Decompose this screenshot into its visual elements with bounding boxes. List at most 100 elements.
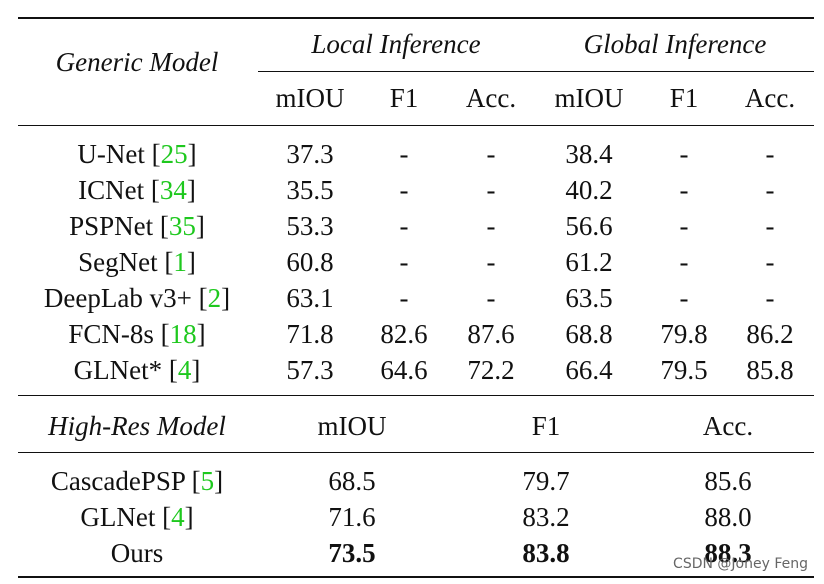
bottom-rule <box>18 576 814 578</box>
citation-link[interactable]: 4 <box>171 502 185 532</box>
model-name-cell: FCN-8s [18] <box>68 318 205 350</box>
citation-close-bracket: ] <box>184 502 194 532</box>
citation-link[interactable]: 4 <box>177 355 192 385</box>
value-cell: - <box>679 211 689 241</box>
model-name-cell: GLNet* [4] <box>74 354 201 386</box>
value-cell: - <box>399 247 409 277</box>
value-cell: - <box>765 283 775 313</box>
highres-col-header: mIOU <box>317 411 387 441</box>
value-cell: - <box>765 211 775 241</box>
value-cell: 63.1 <box>286 283 334 313</box>
value-cell: 63.5 <box>565 283 613 313</box>
value-cell: - <box>486 247 496 277</box>
value-cell: 86.2 <box>746 319 794 349</box>
citation-link[interactable]: 2 <box>207 283 222 313</box>
inference-underline-rule <box>258 71 814 72</box>
citation-open-bracket: [ <box>157 247 174 277</box>
citation-close-bracket: ] <box>214 466 224 496</box>
global-inference-header: Global Inference <box>583 29 767 59</box>
citation-link[interactable]: 34 <box>159 175 187 205</box>
value-cell: 79.7 <box>522 466 570 496</box>
value-cell: 88.0 <box>704 502 752 532</box>
value-cell: 79.5 <box>660 355 708 385</box>
subcol-header: mIOU <box>554 83 624 113</box>
model-name-cell: DeepLab v3+ [2] <box>44 282 230 314</box>
value-cell: - <box>399 283 409 313</box>
citation-open-bracket: [ <box>153 319 170 349</box>
subcol-header: mIOU <box>275 83 345 113</box>
value-cell: 68.5 <box>328 466 376 496</box>
value-cell: 56.6 <box>565 211 613 241</box>
value-cell: - <box>679 139 689 169</box>
value-cell: 71.6 <box>328 502 376 532</box>
model-name-cell: Ours <box>111 537 164 569</box>
model-name: U-Net <box>77 139 145 169</box>
value-cell: 72.2 <box>467 355 515 385</box>
value-cell: 60.8 <box>286 247 334 277</box>
citation-open-bracket: [ <box>162 355 178 385</box>
value-cell: 85.6 <box>704 466 752 496</box>
citation-close-bracket: ] <box>187 139 197 169</box>
citation-close-bracket: ] <box>195 211 205 241</box>
value-cell: 85.8 <box>746 355 794 385</box>
citation-open-bracket: [ <box>191 283 208 313</box>
model-name: FCN-8s <box>68 319 154 349</box>
highres-col-header: Acc. <box>702 411 754 441</box>
value-cell: - <box>486 211 496 241</box>
value-cell: 83.8 <box>522 538 570 568</box>
model-name-cell: U-Net [25] <box>77 138 196 170</box>
value-cell: 66.4 <box>565 355 613 385</box>
citation-open-bracket: [ <box>144 139 161 169</box>
value-cell: - <box>765 139 775 169</box>
model-name: SegNet <box>78 247 158 277</box>
value-cell: 79.8 <box>660 319 708 349</box>
model-name: CascadePSP <box>50 466 185 496</box>
citation-open-bracket: [ <box>153 211 169 241</box>
citation-link[interactable]: 25 <box>160 139 188 169</box>
generic-bottom-rule <box>18 395 814 396</box>
header-bottom-rule <box>18 125 814 126</box>
subcol-header: F1 <box>389 83 419 113</box>
value-cell: 35.5 <box>286 175 334 205</box>
value-cell: - <box>486 139 496 169</box>
value-cell: 53.3 <box>286 211 334 241</box>
model-name-cell: CascadePSP [5] <box>51 465 223 497</box>
value-cell: 64.6 <box>380 355 428 385</box>
value-cell: 68.8 <box>565 319 613 349</box>
value-cell: - <box>765 175 775 205</box>
value-cell: 57.3 <box>286 355 334 385</box>
subcol-header: Acc. <box>465 83 517 113</box>
generic-model-header: Generic Model <box>55 47 219 77</box>
value-cell: 40.2 <box>565 175 613 205</box>
value-cell: 71.8 <box>286 319 334 349</box>
value-cell: 83.2 <box>522 502 570 532</box>
citation-link[interactable]: 35 <box>168 211 196 241</box>
value-cell: - <box>679 283 689 313</box>
value-cell: 88.3 <box>704 538 752 568</box>
value-cell: 38.4 <box>565 139 613 169</box>
model-name-cell: SegNet [1] <box>78 246 196 278</box>
value-cell: 87.6 <box>467 319 515 349</box>
value-cell: - <box>679 247 689 277</box>
citation-open-bracket: [ <box>155 502 172 532</box>
highres-header-rule <box>18 452 814 453</box>
top-rule <box>18 17 814 19</box>
model-name-cell: ICNet [34] <box>78 174 196 206</box>
subcol-header: F1 <box>669 83 699 113</box>
value-cell: 61.2 <box>565 247 613 277</box>
watermark: CSDN @Joney Feng <box>673 556 808 572</box>
value-cell: - <box>486 283 496 313</box>
citation-link[interactable]: 1 <box>173 247 187 277</box>
value-cell: - <box>679 175 689 205</box>
model-name-cell: GLNet [4] <box>80 501 193 533</box>
highres-model-header: High-Res Model <box>48 411 226 441</box>
value-cell: - <box>399 211 409 241</box>
model-name: GLNet* <box>73 355 163 385</box>
model-name: ICNet <box>78 175 145 205</box>
citation-close-bracket: ] <box>186 175 196 205</box>
citation-link[interactable]: 5 <box>200 466 215 496</box>
citation-close-bracket: ] <box>191 355 201 385</box>
model-name: Ours <box>110 538 164 568</box>
citation-link[interactable]: 18 <box>169 319 197 349</box>
citation-close-bracket: ] <box>196 319 206 349</box>
